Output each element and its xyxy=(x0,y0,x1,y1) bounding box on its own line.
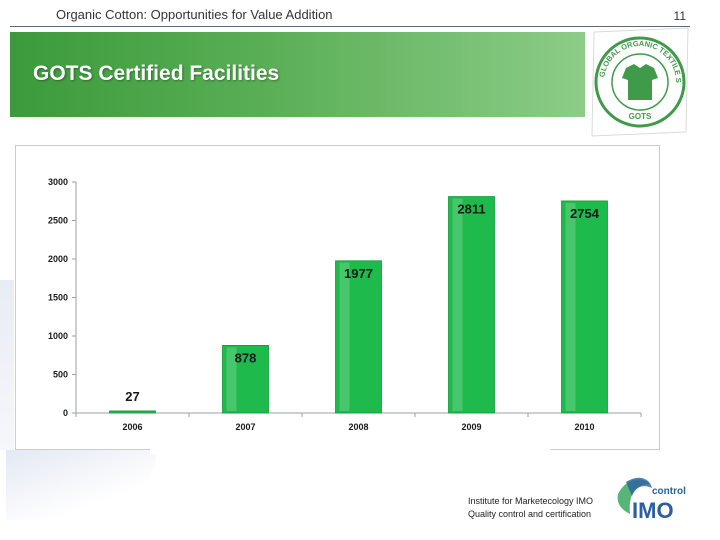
data-label: 878 xyxy=(235,350,257,365)
bar-highlight xyxy=(565,202,576,411)
data-labels: 27 878 1977 2811 2754 xyxy=(125,202,599,404)
data-label: 2811 xyxy=(457,202,485,217)
chart-fade xyxy=(150,446,550,454)
gots-short: GOTS xyxy=(629,112,652,121)
bar-highlight xyxy=(226,347,237,411)
imo-brand-text: IMO xyxy=(632,498,674,522)
data-label: 27 xyxy=(125,389,139,404)
bar xyxy=(561,200,608,414)
y-tick-label: 2500 xyxy=(48,216,68,226)
gots-seal-svg: GLOBAL ORGANIC TEXTILE STANDARD GOTS xyxy=(585,17,689,137)
data-label: 2754 xyxy=(570,206,600,221)
y-tick-label: 3000 xyxy=(48,177,68,187)
x-tick-label: 2009 xyxy=(461,422,481,432)
bars xyxy=(109,196,608,414)
x-tick-label: 2008 xyxy=(348,422,368,432)
bar xyxy=(335,260,382,414)
bar-highlight xyxy=(339,262,350,411)
imo-logo-icon: control IMO xyxy=(616,474,692,523)
x-axis: 2006 2007 2008 2009 2010 xyxy=(75,412,642,432)
x-tick-label: 2007 xyxy=(235,422,255,432)
bar xyxy=(222,344,269,414)
y-tick-label: 1000 xyxy=(48,331,68,341)
title-banner: GOTS Certified Facilities xyxy=(10,32,585,117)
bar xyxy=(109,410,156,414)
footer-line-2: Quality control and certification xyxy=(468,509,592,519)
bar xyxy=(448,196,495,414)
y-tick-label: 0 xyxy=(63,408,68,418)
footer-line-1: Institute for Marketecology IMO xyxy=(468,496,594,506)
page-number: 11 xyxy=(673,9,686,23)
x-tick-label: 2006 xyxy=(122,422,142,432)
bar-highlight xyxy=(452,198,463,411)
imo-logo-svg: control IMO xyxy=(617,477,686,523)
chart-frame: 0 500 1000 1500 2000 2500 3000 2006 2007 2008 200… xyxy=(15,145,660,450)
x-tick-label: 2010 xyxy=(574,422,594,432)
swoosh-decoration xyxy=(6,450,156,520)
presentation-subtitle: Organic Cotton: Opportunities for Value … xyxy=(56,7,333,22)
y-axis: 0 500 1000 1500 2000 2500 3000 xyxy=(48,177,77,418)
y-tick-label: 2000 xyxy=(48,254,68,264)
footer-text: Institute for Marketecology IMO Quality … xyxy=(468,495,593,521)
data-label: 1977 xyxy=(344,266,373,281)
gots-seal-icon: GLOBAL ORGANIC TEXTILE STANDARD GOTS xyxy=(585,17,692,140)
y-tick-label: 500 xyxy=(53,370,68,380)
imo-control-text: control xyxy=(652,486,686,497)
slide-title: GOTS Certified Facilities xyxy=(33,62,280,85)
header-bar: Organic Cotton: Opportunities for Value … xyxy=(10,0,690,27)
y-tick-label: 1500 xyxy=(48,293,68,303)
left-decoration xyxy=(0,280,14,450)
